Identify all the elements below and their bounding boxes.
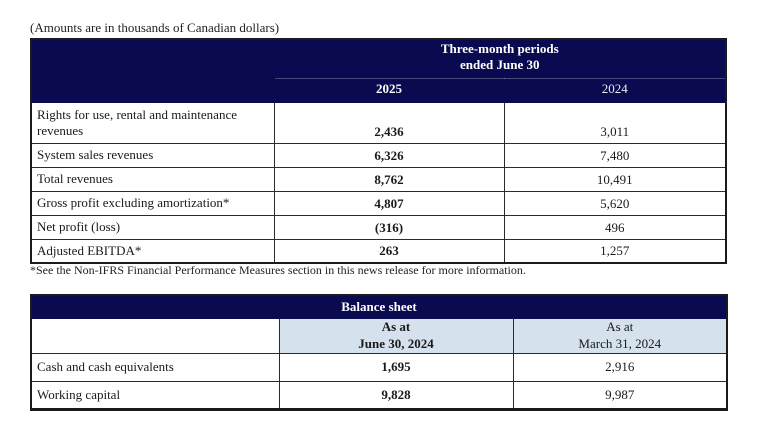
- table-row: Adjusted EBITDA* 263 1,257: [30, 238, 727, 264]
- non-ifrs-footnote: *See the Non-IFRS Financial Performance …: [30, 263, 526, 277]
- row-value-2025: 4,807: [273, 190, 505, 216]
- row-value-2024: 496: [503, 214, 727, 240]
- income-header-period-title: Three-month periods ended June 30: [273, 38, 727, 79]
- amounts-note: (Amounts are in thousands of Canadian do…: [30, 20, 280, 35]
- table-row: Working capital 9,828 9,987: [30, 380, 728, 410]
- row-value-2025: 6,326: [273, 142, 505, 168]
- balance-sheet-table: Balance sheet As at June 30, 2024 As at …: [30, 294, 728, 411]
- table-row: System sales revenues 6,326 7,480: [30, 142, 727, 168]
- row-value-march: 2,916: [512, 352, 728, 382]
- table-row: Net profit (loss) (316) 496: [30, 214, 727, 240]
- row-value-2024: 3,011: [503, 101, 727, 144]
- row-label: Cash and cash equivalents: [30, 352, 280, 382]
- balance-sheet-date-header-row: As at June 30, 2024 As at March 31, 2024: [30, 318, 728, 354]
- row-label: Total revenues: [30, 166, 275, 192]
- income-header-empty-cell: [30, 38, 275, 103]
- balance-header-empty-cell: [30, 318, 280, 354]
- row-value-2025: 263: [273, 238, 505, 264]
- as-at-line: As at: [381, 319, 411, 334]
- row-label: Net profit (loss): [30, 214, 275, 240]
- row-value-2025: 8,762: [273, 166, 505, 192]
- row-value-2024: 10,491: [503, 166, 727, 192]
- row-label: Working capital: [30, 380, 280, 410]
- income-col-header-2025: 2025: [273, 77, 505, 103]
- balance-sheet-title: Balance sheet: [30, 294, 728, 319]
- row-value-2025: 2,436: [273, 101, 505, 144]
- date-line: March 31, 2024: [578, 335, 662, 351]
- income-header-period-row: Three-month periods ended June 30: [30, 38, 727, 103]
- table-row: Total revenues 8,762 10,491: [30, 166, 727, 192]
- income-statement-table: Three-month periods ended June 30 2025 2…: [30, 38, 728, 264]
- as-at-line: As at: [606, 319, 634, 334]
- balance-sheet-title-row: Balance sheet: [30, 294, 728, 319]
- row-label: System sales revenues: [30, 142, 275, 168]
- row-value-2025: (316): [273, 214, 505, 240]
- date-line: June 30, 2024: [358, 335, 434, 351]
- row-value-march: 9,987: [512, 380, 728, 410]
- period-title-line2: ended June 30: [460, 57, 540, 73]
- balance-col-header-june: As at June 30, 2024: [278, 318, 514, 354]
- row-label: Gross profit excluding amortization*: [30, 190, 275, 216]
- row-value-june: 9,828: [278, 380, 514, 410]
- income-header-year-row: 2025 2024: [31, 77, 727, 103]
- table-row: Cash and cash equivalents 1,695 2,916: [30, 352, 728, 382]
- row-value-2024: 7,480: [503, 142, 727, 168]
- row-label: Adjusted EBITDA*: [30, 238, 275, 264]
- balance-col-header-march: As at March 31, 2024: [512, 318, 728, 354]
- row-value-2024: 1,257: [503, 238, 727, 264]
- table-row: Gross profit excluding amortization* 4,8…: [30, 190, 727, 216]
- row-value-june: 1,695: [278, 352, 514, 382]
- row-label: Rights for use, rental and maintenance r…: [30, 101, 275, 144]
- income-col-header-2024: 2024: [503, 77, 727, 103]
- row-value-2024: 5,620: [503, 190, 727, 216]
- period-title-line1: Three-month periods: [440, 41, 559, 56]
- table-row: Rights for use, rental and maintenance r…: [30, 101, 727, 144]
